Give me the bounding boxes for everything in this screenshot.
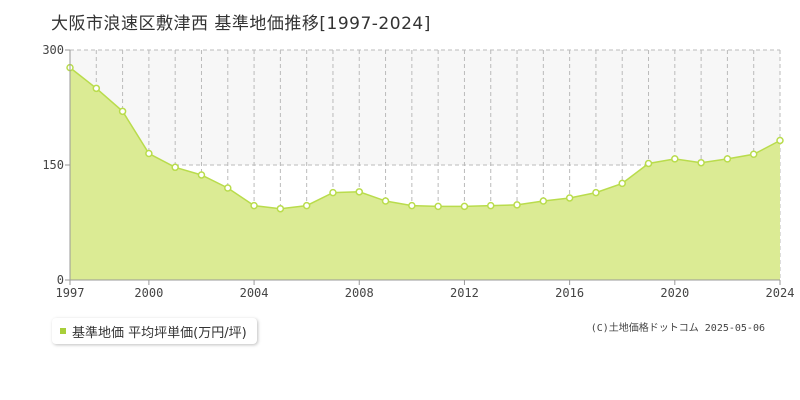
page-title: 大阪市浪速区敷津西 基準地価推移[1997-2024] bbox=[51, 14, 431, 34]
data-point bbox=[592, 188, 600, 197]
data-point bbox=[224, 184, 232, 192]
x-tick-label: 2020 bbox=[660, 286, 689, 300]
data-point bbox=[250, 201, 258, 210]
data-point bbox=[118, 107, 127, 116]
data-point bbox=[539, 197, 548, 205]
data-point bbox=[671, 155, 679, 163]
data-point bbox=[723, 155, 732, 163]
data-point bbox=[355, 188, 364, 196]
data-point bbox=[329, 188, 337, 197]
legend: 基準地価 平均坪単価(万円/坪) bbox=[52, 318, 257, 344]
data-point bbox=[697, 158, 705, 167]
x-tick-label: 2000 bbox=[134, 286, 163, 300]
data-point bbox=[381, 197, 390, 205]
area-fill bbox=[70, 67, 780, 280]
data-point bbox=[276, 204, 285, 213]
y-tick-label: 300 bbox=[42, 43, 64, 57]
data-point bbox=[513, 201, 521, 209]
tick-labels: 0 150 300 1997 2000 2004 2008 2012 2016 2020 2024 bbox=[42, 43, 794, 300]
data-point bbox=[408, 201, 416, 210]
legend-swatch bbox=[60, 328, 66, 334]
data-point bbox=[145, 149, 153, 158]
x-tick-label: 2016 bbox=[555, 286, 584, 300]
data-point bbox=[434, 202, 442, 211]
data-points bbox=[66, 63, 784, 213]
x-tick-label: 2024 bbox=[766, 286, 795, 300]
data-point bbox=[618, 179, 626, 188]
plot-band-upper bbox=[70, 50, 780, 165]
copyright-text: (C)土地価格ドットコム 2025-05-06 bbox=[590, 323, 765, 334]
x-tick-label: 2012 bbox=[450, 286, 479, 300]
legend-label: 基準地価 平均坪単価(万円/坪) bbox=[72, 325, 247, 341]
axes bbox=[65, 49, 781, 285]
data-point bbox=[302, 201, 311, 210]
data-point bbox=[644, 159, 653, 168]
data-point bbox=[92, 84, 101, 93]
data-point bbox=[171, 163, 179, 172]
data-point bbox=[460, 202, 469, 211]
y-tick-label: 150 bbox=[42, 158, 64, 172]
data-point bbox=[776, 136, 784, 145]
data-point bbox=[565, 194, 574, 202]
series-line bbox=[69, 67, 781, 210]
x-tick-label: 2004 bbox=[240, 286, 269, 300]
data-point bbox=[197, 171, 206, 179]
y-tick-label: 0 bbox=[57, 273, 64, 287]
data-point bbox=[749, 150, 758, 159]
x-tick-label: 1997 bbox=[56, 286, 85, 300]
data-point bbox=[486, 201, 495, 210]
x-tick-label: 2008 bbox=[345, 286, 374, 300]
